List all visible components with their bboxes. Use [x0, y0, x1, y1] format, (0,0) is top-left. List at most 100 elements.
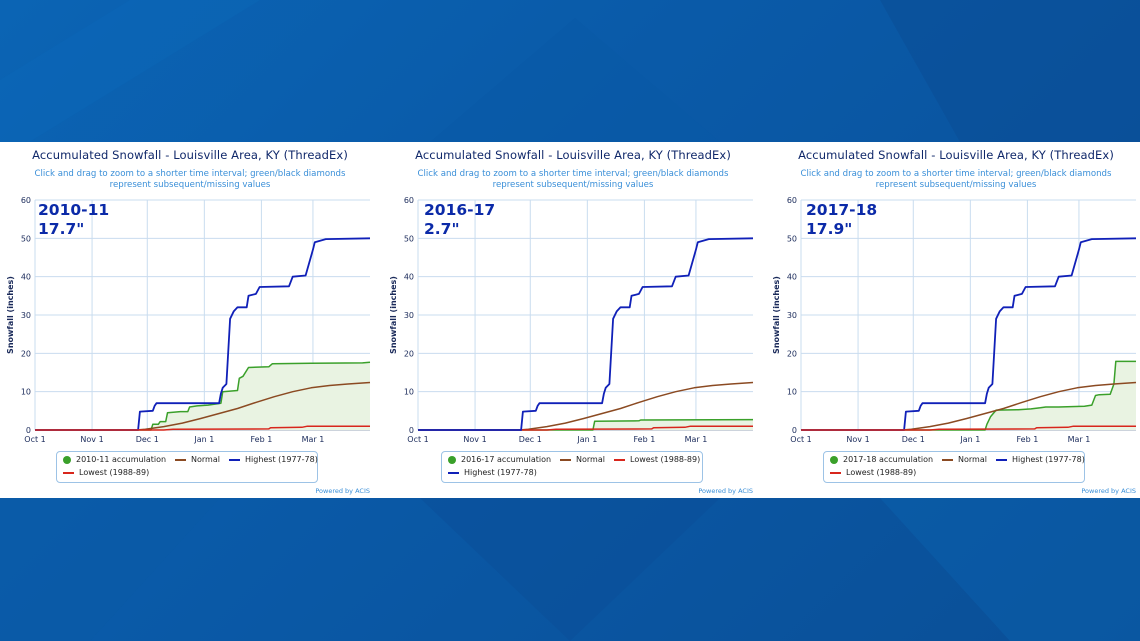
chart-panel-2010-11: 0 10 20 30 40 50 60 Oct 1 Nov 1 Dec 1 Jan 1 Feb 1 Ma… — [0, 142, 380, 498]
y-tick-label: 10 — [787, 388, 797, 397]
season-total: 17.9" — [806, 220, 853, 238]
charts-strip: 0 10 20 30 40 50 60 Oct 1 Nov 1 Dec 1 Jan 1 Feb 1 Ma… — [0, 142, 1140, 498]
series-line-normal — [801, 381, 1137, 431]
chart-legend: 2016-17 accumulation Normal Lowest (1988… — [441, 451, 703, 483]
y-tick-label: 0 — [26, 426, 31, 435]
chart-title: Accumulated Snowfall - Louisville Area, … — [415, 148, 731, 162]
legend-label: Normal — [191, 455, 220, 464]
legend-item-accumulation[interactable]: 2016-17 accumulation — [448, 455, 551, 464]
x-tick-label: Nov 1 — [80, 435, 103, 444]
legend-item-normal[interactable]: Normal — [560, 455, 605, 464]
legend-item-lowest[interactable]: Lowest (1988-89) — [614, 455, 700, 464]
legend-item-normal[interactable]: Normal — [175, 455, 220, 464]
x-tick-label: Oct 1 — [407, 435, 428, 444]
x-tick-label: Dec 1 — [519, 435, 542, 444]
chart-legend: 2017-18 accumulation Normal Highest (197… — [823, 451, 1085, 483]
legend-item-normal[interactable]: Normal — [942, 455, 987, 464]
chart-title: Accumulated Snowfall - Louisville Area, … — [798, 148, 1114, 162]
legend-item-highest[interactable]: Highest (1977-78) — [448, 468, 537, 477]
series-line-highest-1977-78- — [35, 237, 371, 431]
x-tick-label: Oct 1 — [790, 435, 811, 444]
y-tick-label: 0 — [792, 426, 797, 435]
snowfall-chart-2010-11[interactable]: 0 10 20 30 40 50 60 Oct 1 Nov 1 Dec 1 Jan 1 Feb 1 Ma… — [0, 142, 380, 498]
powered-by-link[interactable]: Powered by ACIS — [1081, 487, 1136, 495]
legend-item-highest[interactable]: Highest (1977-78) — [996, 455, 1085, 464]
snowfall-chart-2016-17[interactable]: 0 10 20 30 40 50 60 Oct 1 Nov 1 Dec 1 Jan 1 Feb 1 Ma… — [383, 142, 763, 498]
legend-label: Highest (1977-78) — [245, 455, 318, 464]
season-year: 2010-11 — [38, 201, 110, 219]
chart-subtitle: Click and drag to zoom to a shorter time… — [34, 169, 346, 190]
legend-label: Lowest (1988-89) — [79, 468, 150, 477]
highest-line-icon — [448, 471, 459, 474]
series-line-2010-11-accumulation — [35, 361, 371, 431]
series-line-lowest-1988-89- — [35, 425, 370, 431]
legend-label: 2016-17 accumulation — [461, 455, 552, 464]
y-tick-label: 20 — [404, 349, 414, 358]
series-line-highest-1977-78- — [801, 237, 1137, 431]
series-line-lowest-1988-89- — [801, 425, 1136, 431]
x-tick-label: Feb 1 — [251, 435, 273, 444]
legend-item-accumulation[interactable]: 2017-18 accumulation — [830, 455, 933, 464]
x-tick-label: Jan 1 — [959, 435, 980, 444]
highest-line-icon — [229, 458, 240, 461]
chart-panel-2017-18: 0 10 20 30 40 50 60 Oct 1 Nov 1 Dec 1 Jan 1 Feb 1 Ma… — [766, 142, 1140, 498]
y-tick-label: 30 — [404, 311, 414, 320]
snowfall-chart-2017-18[interactable]: 0 10 20 30 40 50 60 Oct 1 Nov 1 Dec 1 Jan 1 Feb 1 Ma… — [766, 142, 1140, 498]
y-tick-label: 10 — [21, 388, 31, 397]
series-line-2016-17-accumulation — [418, 418, 754, 431]
legend-label: Lowest (1988-89) — [630, 455, 701, 464]
y-tick-label: 60 — [787, 196, 797, 205]
season-total: 2.7" — [424, 220, 460, 238]
x-tick-label: Dec 1 — [902, 435, 925, 444]
chart-subtitle: Click and drag to zoom to a shorter time… — [800, 169, 1112, 190]
powered-by-link[interactable]: Powered by ACIS — [698, 487, 753, 495]
lowest-line-icon — [830, 471, 841, 474]
legend-item-highest[interactable]: Highest (1977-78) — [229, 455, 318, 464]
legend-item-accumulation[interactable]: 2010-11 accumulation — [63, 455, 166, 464]
legend-label: 2017-18 accumulation — [843, 455, 934, 464]
season-label: 2010-11 17.7" — [38, 201, 109, 239]
y-tick-label: 40 — [404, 273, 414, 282]
lowest-line-icon — [63, 471, 74, 474]
y-axis-label: Snowfall (inches) — [389, 276, 398, 354]
x-tick-label: Dec 1 — [136, 435, 159, 444]
accumulation-area — [801, 361, 1136, 430]
accumulation-area — [35, 362, 370, 430]
legend-label: Highest (1977-78) — [1012, 455, 1085, 464]
accumulation-dot-icon — [448, 455, 456, 464]
x-tick-label: Mar 1 — [1068, 435, 1091, 444]
season-label: 2016-17 2.7" — [424, 201, 495, 239]
series-line-lowest-1988-89- — [418, 425, 753, 431]
y-tick-label: 30 — [21, 311, 31, 320]
y-axis-label: Snowfall (inches) — [772, 276, 781, 354]
x-tick-label: Nov 1 — [846, 435, 869, 444]
y-tick-label: 50 — [404, 234, 414, 243]
chart-title: Accumulated Snowfall - Louisville Area, … — [32, 148, 348, 162]
legend-item-lowest[interactable]: Lowest (1988-89) — [830, 468, 916, 477]
season-label: 2017-18 17.9" — [806, 201, 877, 239]
accumulation-dot-icon — [63, 455, 71, 464]
highest-line-icon — [996, 458, 1007, 461]
legend-label: Lowest (1988-89) — [846, 468, 917, 477]
chart-legend: 2010-11 accumulation Normal Highest (197… — [56, 451, 318, 483]
legend-item-lowest[interactable]: Lowest (1988-89) — [63, 468, 149, 477]
y-tick-label: 60 — [21, 196, 31, 205]
series-line-highest-1977-78- — [418, 237, 754, 431]
y-tick-label: 40 — [21, 273, 31, 282]
lowest-line-icon — [614, 458, 625, 461]
x-tick-label: Jan 1 — [576, 435, 597, 444]
y-tick-label: 0 — [409, 426, 414, 435]
chart-panel-2016-17: 0 10 20 30 40 50 60 Oct 1 Nov 1 Dec 1 Jan 1 Feb 1 Ma… — [383, 142, 763, 498]
y-tick-label: 20 — [21, 349, 31, 358]
normal-line-icon — [942, 458, 953, 461]
season-year: 2017-18 — [806, 201, 878, 219]
y-axis-label: Snowfall (inches) — [6, 276, 15, 354]
x-tick-label: Nov 1 — [463, 435, 486, 444]
series-line-normal — [35, 381, 371, 431]
y-tick-label: 40 — [787, 273, 797, 282]
y-tick-label: 30 — [787, 311, 797, 320]
powered-by-link[interactable]: Powered by ACIS — [315, 487, 370, 495]
legend-label: Normal — [576, 455, 605, 464]
y-tick-label: 50 — [21, 234, 31, 243]
x-tick-label: Feb 1 — [634, 435, 656, 444]
